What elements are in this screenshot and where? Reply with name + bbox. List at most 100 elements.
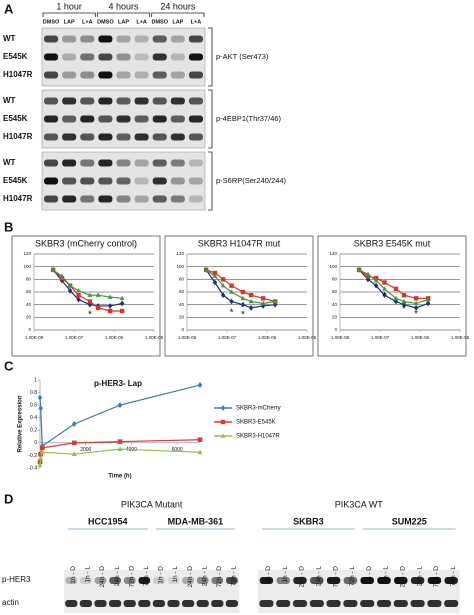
- point: [356, 267, 362, 272]
- band: [44, 133, 59, 141]
- point: [425, 300, 431, 307]
- band: [152, 177, 167, 185]
- y-tick-label: 100: [329, 264, 337, 269]
- row-label: WT: [3, 96, 16, 105]
- row-label: actin: [2, 598, 19, 607]
- annotation: *: [88, 310, 92, 321]
- y-tick-label: 100: [176, 264, 184, 269]
- band: [44, 115, 59, 123]
- legend-label: SKBR3-mCherry: [236, 406, 281, 412]
- y-tick-label: -0.4: [28, 465, 37, 471]
- annotation: *: [414, 309, 418, 320]
- y-tick-label: 0.4: [30, 415, 37, 421]
- band: [181, 600, 195, 607]
- band: [343, 600, 358, 607]
- band: [188, 195, 203, 203]
- antibody-label: p-AKT (Ser473): [216, 52, 269, 61]
- band: [326, 600, 341, 607]
- annotation: *: [383, 291, 387, 302]
- point: [229, 283, 234, 288]
- y-tick-label: 0.2: [30, 428, 37, 434]
- row-label: WT: [3, 158, 16, 167]
- band: [80, 577, 92, 584]
- y-tick-label: 0: [181, 327, 184, 332]
- lane-label: 24h - D: [99, 566, 106, 588]
- band: [116, 53, 131, 61]
- band: [98, 71, 113, 79]
- point: [212, 279, 218, 286]
- time-point: 1 hour: [56, 1, 82, 11]
- band: [326, 577, 341, 584]
- point: [87, 292, 93, 297]
- annotation: *: [402, 304, 406, 315]
- band: [138, 600, 151, 607]
- band: [134, 71, 149, 79]
- point: [272, 298, 278, 304]
- point: [401, 298, 407, 304]
- point: [260, 296, 266, 301]
- band: [116, 71, 131, 79]
- band: [152, 133, 167, 141]
- band: [116, 195, 131, 203]
- lane-label: DMSO: [97, 19, 114, 25]
- point: [220, 283, 226, 288]
- band: [170, 195, 185, 203]
- x-tick-label: 1.00E-07: [65, 335, 84, 340]
- band: [134, 35, 149, 43]
- point: [393, 295, 399, 301]
- band: [360, 600, 375, 607]
- band: [44, 195, 59, 203]
- bracket: [42, 12, 96, 17]
- band: [152, 71, 167, 79]
- x-tick-label: 1.00E-06: [411, 335, 430, 340]
- band: [153, 577, 165, 584]
- y-tick-label: 60: [26, 289, 32, 294]
- lane-label: 72h - D: [216, 566, 223, 588]
- series-line: [52, 269, 123, 299]
- band: [62, 177, 77, 185]
- y-tick-label: 80: [26, 277, 32, 282]
- point: [240, 295, 246, 301]
- y-tick-label: 0: [28, 327, 31, 332]
- series-line: [39, 384, 201, 448]
- x-tick-label: 6000: [172, 447, 183, 453]
- series-line: [205, 269, 276, 309]
- point: [59, 273, 65, 278]
- x-tick-label: 1.00E-06: [105, 335, 124, 340]
- band: [188, 35, 203, 43]
- lane-label: 24h - D: [187, 566, 194, 588]
- point: [401, 292, 407, 298]
- band: [188, 177, 203, 185]
- band: [152, 35, 167, 43]
- lane-label: DMSO: [43, 19, 60, 25]
- point: [413, 300, 419, 306]
- cell-line: MDA-MB-361: [168, 516, 224, 526]
- annotation: *: [241, 310, 245, 321]
- band: [376, 600, 392, 607]
- band: [152, 115, 167, 123]
- y-tick-label: 120: [23, 251, 31, 256]
- band: [292, 600, 308, 607]
- point: [59, 277, 65, 284]
- point: [248, 298, 254, 304]
- band: [444, 577, 458, 584]
- band: [116, 115, 131, 123]
- band: [116, 97, 131, 105]
- point: [71, 451, 77, 457]
- bracket: [151, 12, 205, 17]
- band: [134, 133, 149, 141]
- band: [116, 159, 131, 167]
- band: [62, 159, 77, 167]
- band: [44, 53, 59, 61]
- band: [134, 53, 149, 61]
- point: [229, 289, 234, 294]
- lane-label: 24h - D: [299, 566, 306, 588]
- x-tick-label: 1.00E-07: [371, 335, 390, 340]
- point: [71, 440, 77, 446]
- band: [259, 577, 274, 584]
- lane-label: 24h - L: [316, 566, 323, 587]
- band: [79, 600, 93, 607]
- lane-label: DMSO: [151, 19, 168, 25]
- point: [248, 292, 254, 298]
- band: [170, 35, 185, 43]
